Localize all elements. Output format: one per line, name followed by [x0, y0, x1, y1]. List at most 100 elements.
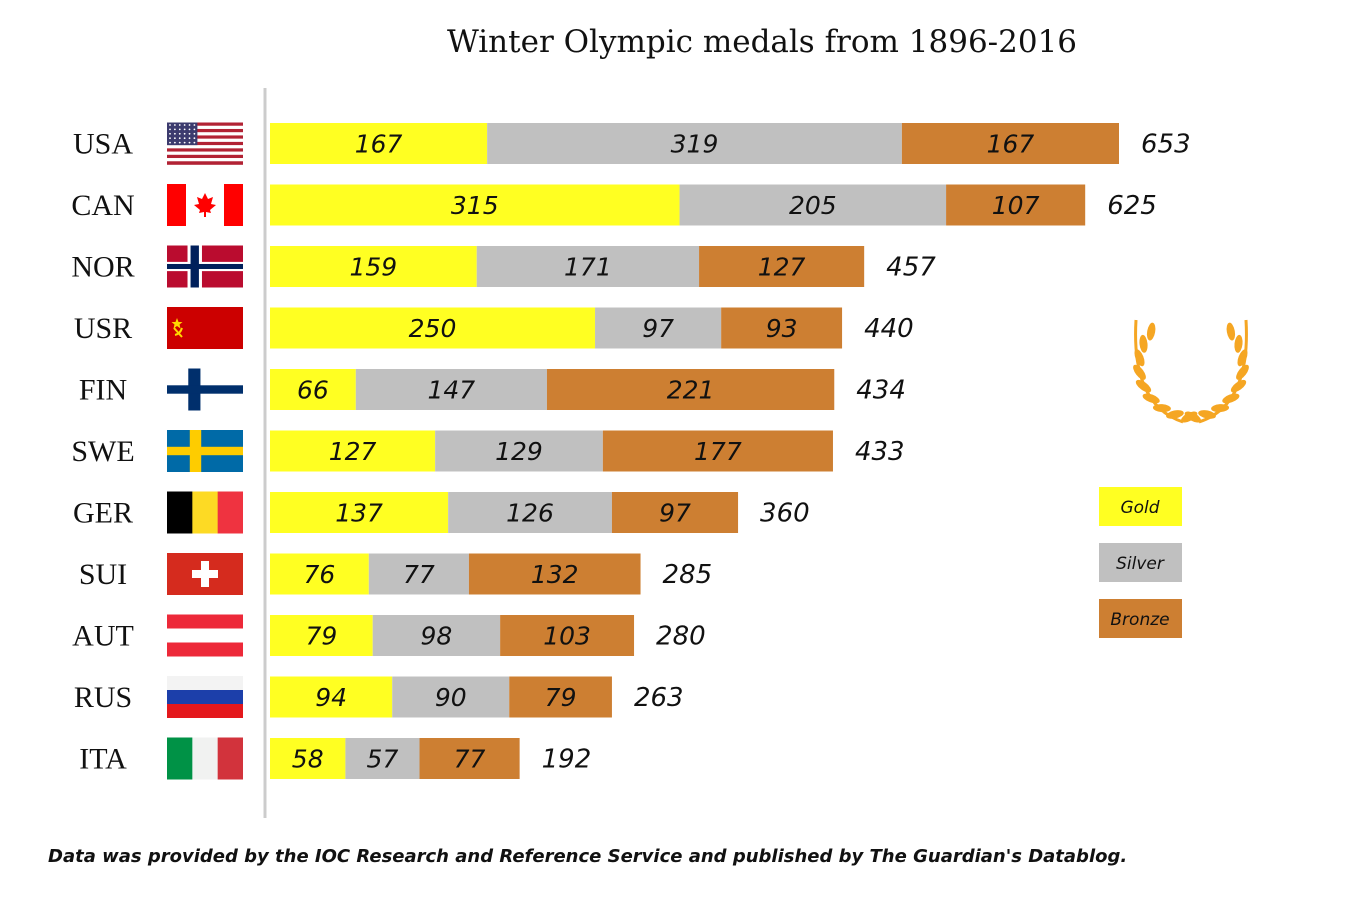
data-label: 77	[454, 745, 486, 774]
legend-label: Silver	[1116, 554, 1165, 574]
bar-segment-gold	[270, 246, 477, 287]
chart-title: Winter Olympic medals from 1896-2016	[447, 24, 1077, 60]
bar-segment-silver	[355, 369, 547, 410]
legend-swatch-bronze	[1099, 599, 1182, 638]
legend-swatch-silver	[1099, 543, 1182, 582]
sweden-flag-icon	[167, 430, 243, 472]
data-label: 103	[543, 622, 591, 651]
data-label: 132	[531, 560, 579, 589]
legend-label: Gold	[1120, 498, 1159, 518]
data-label: 107	[992, 191, 1040, 220]
bar-segment-silver	[595, 307, 722, 349]
germany-flag-icon	[167, 491, 243, 534]
data-label: 97	[642, 314, 674, 343]
bar-segment-bronze	[946, 184, 1086, 226]
data-label: 159	[350, 253, 398, 282]
category-label: ITA	[79, 743, 127, 776]
austria-flag-icon	[167, 614, 243, 657]
norway-flag-icon	[167, 245, 243, 288]
bar-segment-silver	[392, 676, 510, 718]
total-label: 440	[864, 314, 914, 344]
laurel-wreath-icon	[1133, 319, 1249, 424]
source-note: Data was provided by the IOC Research an…	[48, 846, 1127, 867]
bar-segment-gold	[270, 123, 488, 164]
data-label: 58	[292, 745, 324, 774]
category-label: FIN	[79, 374, 127, 407]
category-label: AUT	[72, 620, 134, 653]
bar-segment-silver	[368, 553, 469, 595]
legend-label: Bronze	[1110, 610, 1169, 630]
bar-segment-gold	[270, 307, 596, 349]
italy-flag-icon	[167, 737, 243, 780]
bar-segment-gold	[270, 492, 449, 533]
data-label: 167	[355, 130, 403, 159]
ussr-flag-icon	[167, 307, 243, 349]
data-label: 97	[659, 499, 691, 528]
total-label: 285	[663, 560, 713, 590]
data-label: 167	[987, 130, 1035, 159]
category-label: SWE	[71, 435, 134, 468]
bar-segment-gold	[270, 369, 356, 410]
data-label: 57	[367, 745, 399, 774]
data-label: 77	[403, 560, 435, 589]
bar-segment-gold	[270, 430, 436, 472]
data-label: 177	[694, 437, 742, 466]
bar-segment-bronze	[699, 246, 865, 287]
bar-segment-bronze	[901, 123, 1119, 164]
bar-segment-silver	[435, 430, 603, 472]
russia-flag-icon	[167, 676, 243, 718]
data-label: 319	[671, 130, 719, 159]
bar-segment-gold	[270, 553, 369, 595]
data-label: 250	[409, 314, 457, 343]
usa-flag-icon	[167, 122, 243, 165]
data-label: 79	[545, 683, 577, 712]
bar-segment-gold	[270, 184, 680, 226]
legend-swatch-gold	[1099, 487, 1182, 526]
total-label: 457	[886, 253, 936, 283]
data-label: 76	[303, 560, 335, 589]
category-label: CAN	[71, 189, 134, 222]
category-label: RUS	[74, 681, 132, 714]
data-label: 66	[297, 376, 329, 405]
bar-segment-bronze	[611, 492, 739, 533]
bar-segment-silver	[372, 615, 501, 656]
category-label: SUI	[79, 558, 127, 591]
chart-rows: USA 167 319 167 653 CAN 315 205 107 625 NOR 159 171 1…	[71, 122, 1191, 780]
bar-segment-bronze	[500, 615, 635, 656]
bar-segment-bronze	[509, 676, 612, 718]
data-label: 127	[329, 437, 377, 466]
finland-flag-icon	[167, 368, 243, 411]
category-label: GER	[73, 497, 133, 530]
bar-segment-silver	[345, 738, 420, 779]
bar-segment-silver	[448, 492, 612, 533]
bar-segment-bronze	[721, 307, 843, 349]
data-label: 315	[451, 191, 499, 220]
category-label: USA	[73, 128, 133, 161]
data-label: 137	[335, 499, 383, 528]
total-label: 192	[542, 745, 592, 775]
bar-segment-bronze	[468, 553, 641, 595]
data-label: 79	[305, 622, 337, 651]
category-label: USR	[74, 312, 132, 345]
bar-segment-silver	[487, 123, 902, 164]
total-label: 360	[760, 499, 810, 529]
switzerland-flag-icon	[167, 553, 243, 595]
bar-segment-gold	[270, 676, 393, 718]
total-label: 434	[856, 376, 906, 406]
total-label: 625	[1107, 191, 1157, 221]
data-label: 93	[766, 314, 798, 343]
data-label: 98	[421, 622, 453, 651]
bar-segment-gold	[270, 615, 373, 656]
data-label: 126	[506, 499, 554, 528]
total-label: 653	[1141, 130, 1191, 160]
data-label: 221	[667, 376, 715, 405]
canada-flag-icon	[167, 184, 243, 226]
data-label: 129	[495, 437, 543, 466]
data-label: 94	[315, 683, 347, 712]
bar-segment-gold	[270, 738, 346, 779]
bar-segment-silver	[476, 246, 700, 287]
category-label: NOR	[71, 251, 134, 284]
bar-segment-silver	[679, 184, 947, 226]
bar-segment-bronze	[602, 430, 833, 472]
